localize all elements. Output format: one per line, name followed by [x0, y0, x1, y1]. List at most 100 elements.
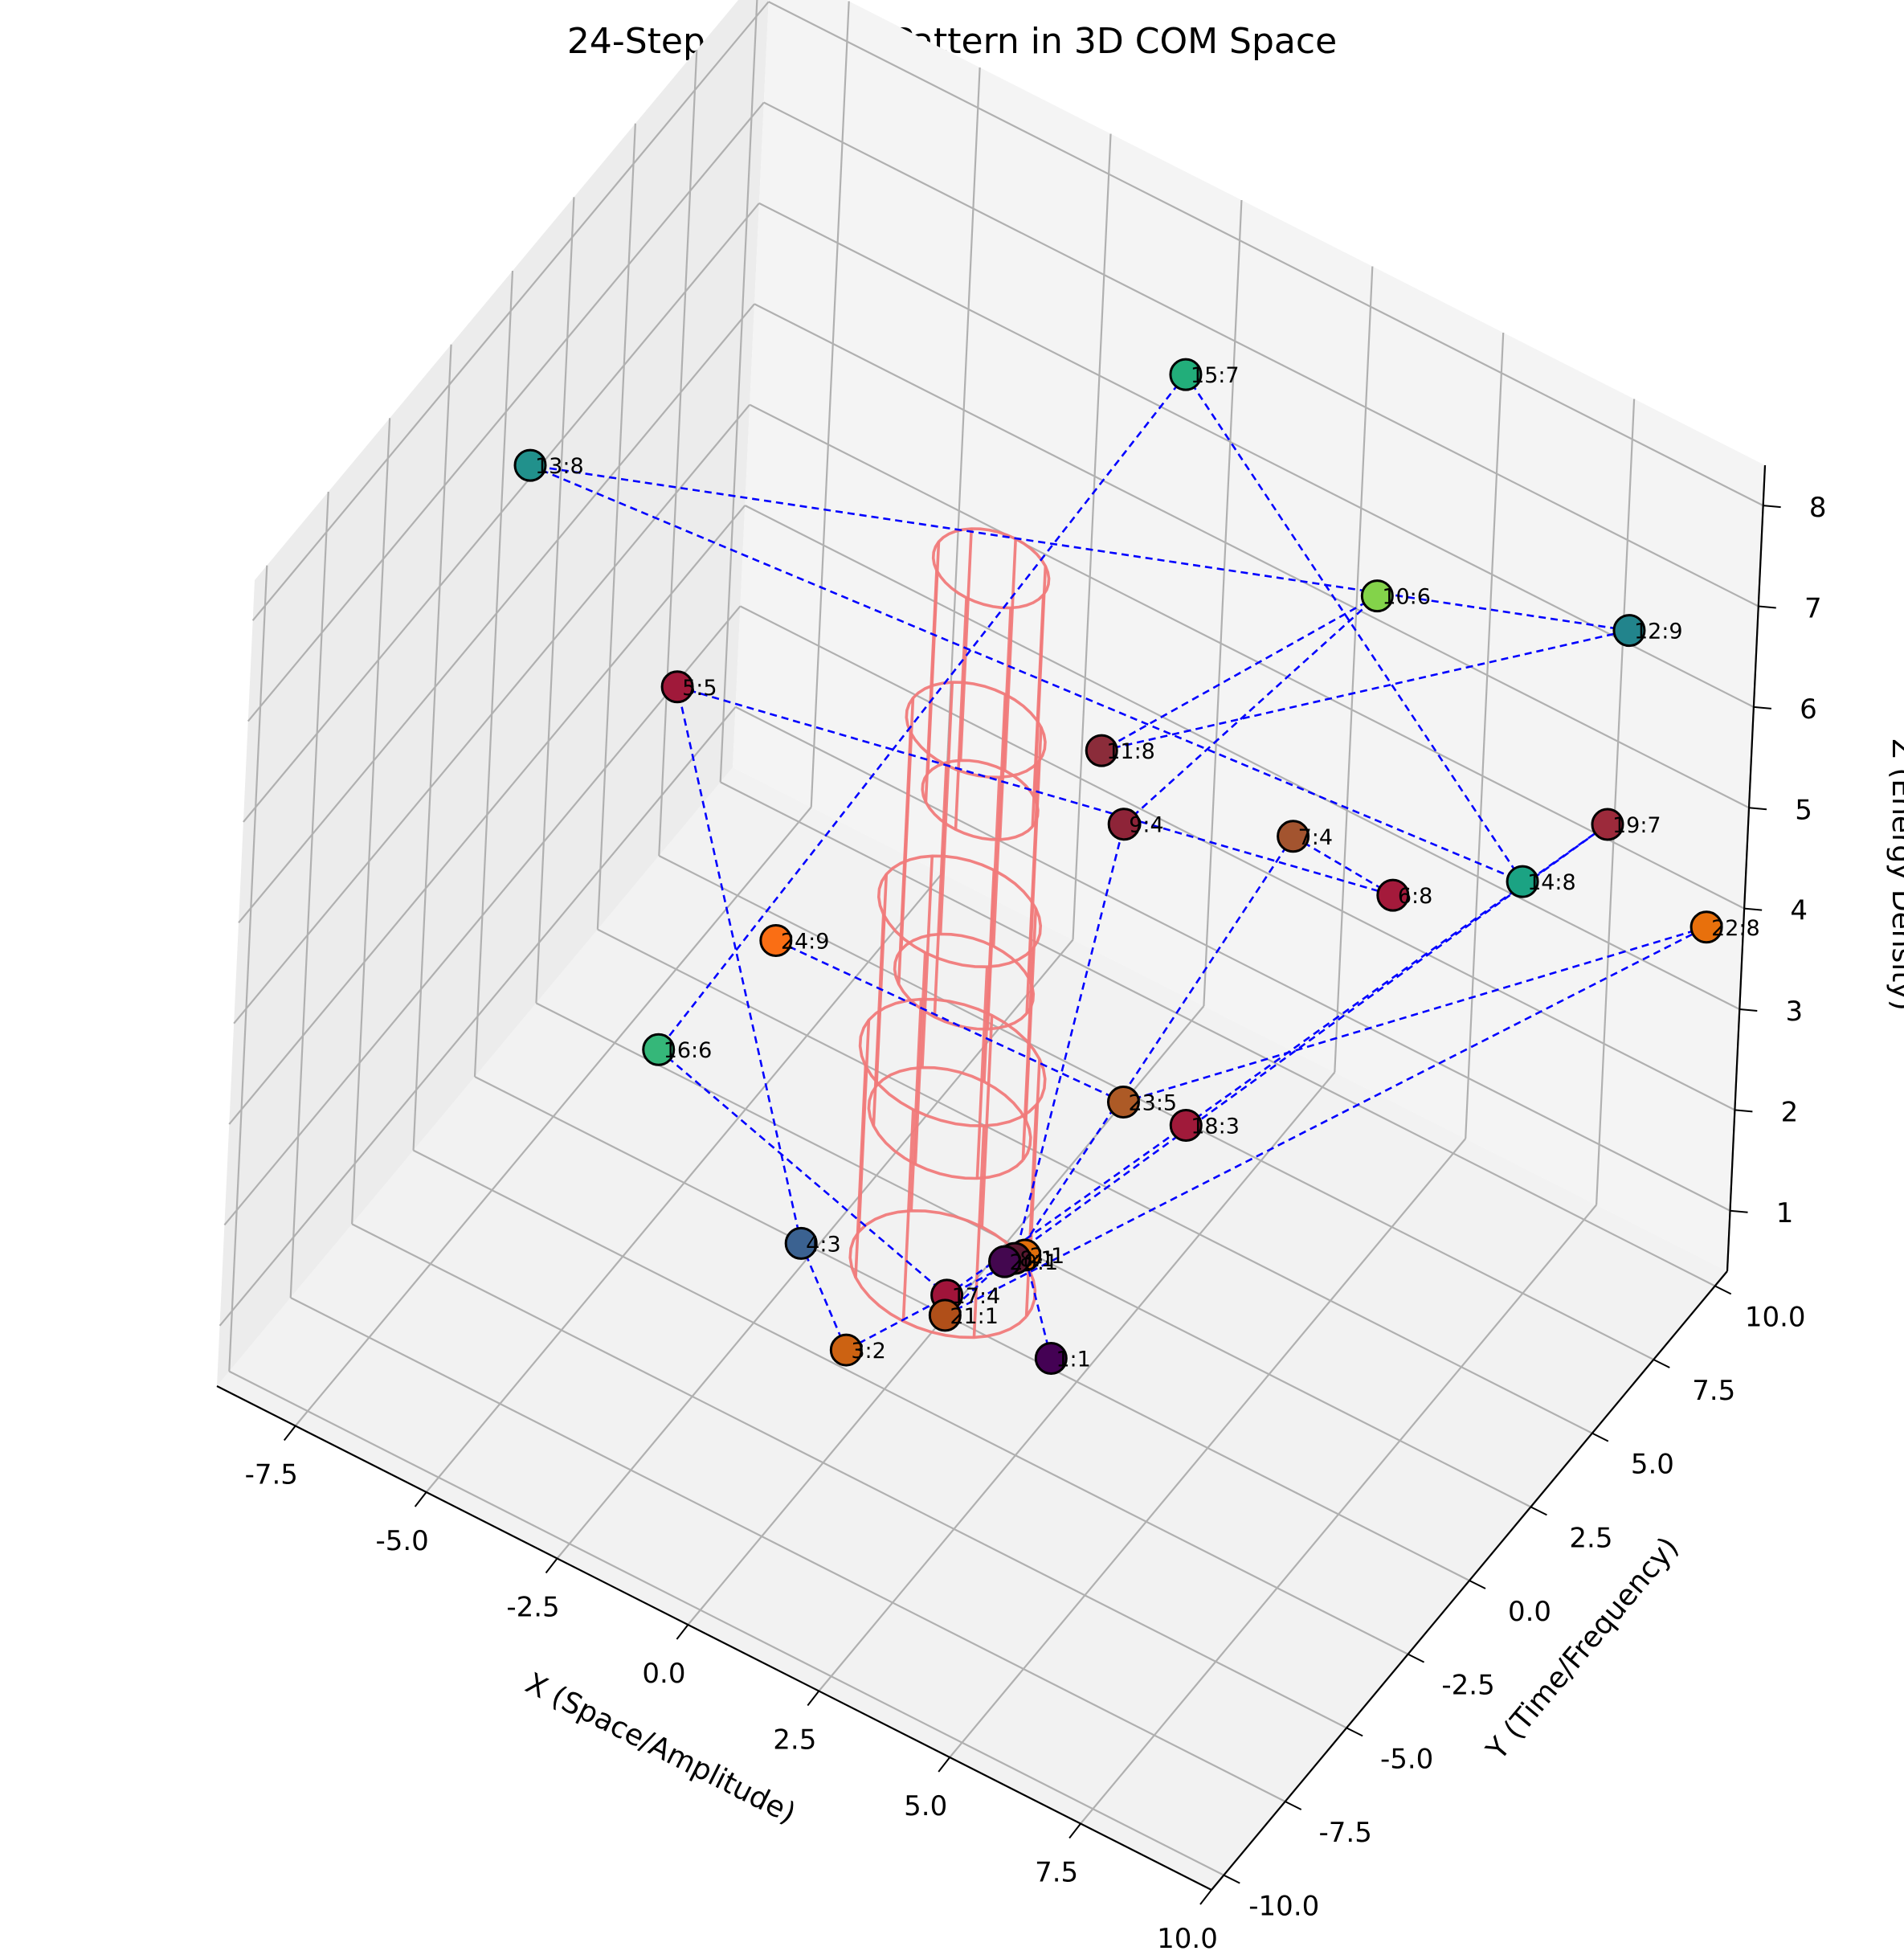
structure-ring — [876, 854, 1043, 969]
path-segment — [1184, 374, 1524, 882]
x-tick-label: 10.0 — [1157, 1923, 1218, 1955]
y-tick-label: -7.5 — [1319, 1817, 1372, 1849]
grid-line — [473, 270, 514, 1078]
z-tick-mark — [1753, 706, 1771, 710]
path-segment — [529, 464, 1523, 883]
x-tick-mark — [283, 1425, 296, 1442]
grid-line — [351, 1223, 1347, 1729]
point-label: 23:5 — [1128, 1091, 1177, 1116]
point-marker — [1085, 734, 1118, 767]
structure-strut — [872, 914, 885, 1127]
y-tick-mark — [1285, 1801, 1302, 1810]
structure-strut — [998, 607, 1012, 840]
x-tick-label: 2.5 — [773, 1724, 816, 1757]
grid-line — [247, 101, 765, 722]
y-tick-label: 5.0 — [1631, 1449, 1674, 1481]
grid-line — [768, 1, 1764, 507]
structure-strut — [913, 952, 927, 1164]
point-label: 24:9 — [781, 929, 830, 954]
structure-strut — [897, 732, 913, 984]
z-tick-mark — [1730, 1209, 1748, 1213]
z-tick-mark — [1734, 1109, 1753, 1113]
point-marker — [1034, 1341, 1068, 1375]
grid-line — [351, 418, 391, 1225]
point-marker — [1360, 579, 1394, 613]
y-tick-label: 7.5 — [1692, 1375, 1735, 1407]
point-label: 9:4 — [1129, 813, 1163, 838]
y-tick-label: 0.0 — [1508, 1596, 1551, 1628]
point-marker — [1506, 865, 1539, 898]
z-tick-mark — [1763, 505, 1781, 509]
grid-line — [474, 1076, 1470, 1581]
grid-line — [754, 303, 1750, 809]
grid-line — [658, 855, 1654, 1360]
fibonacci-path — [529, 374, 1707, 1359]
grid-line — [758, 202, 1755, 708]
point-label: 2:1 — [1030, 1244, 1064, 1269]
point-label: 5:5 — [682, 676, 717, 701]
point-marker — [1106, 1086, 1140, 1119]
structure-strut — [958, 528, 973, 761]
point-label: 11:8 — [1106, 739, 1155, 764]
x-tick-label: 5.0 — [904, 1790, 947, 1822]
path-segment — [1123, 595, 1379, 825]
point-label: 7:4 — [1298, 825, 1333, 850]
x-tick-label: 7.5 — [1035, 1857, 1078, 1889]
y-axis-label: Y (Time/Frequency) — [1480, 1531, 1685, 1767]
point-label: 1:1 — [1056, 1347, 1090, 1372]
point-label: 12:9 — [1634, 620, 1683, 644]
y-tick-mark — [1408, 1653, 1425, 1663]
grid-line — [412, 344, 452, 1151]
grid-line — [719, 0, 758, 783]
z-tick-label: 6 — [1800, 693, 1817, 726]
y-tick-mark — [1530, 1506, 1547, 1516]
grid-line — [289, 491, 329, 1299]
grid-line — [233, 403, 750, 1025]
point-label: 14:8 — [1527, 870, 1576, 895]
path-segment — [529, 464, 1630, 632]
y-tick-mark — [1223, 1874, 1240, 1884]
point-marker — [784, 1226, 818, 1260]
grid-line — [739, 605, 1735, 1111]
y-tick-label: -10.0 — [1248, 1891, 1319, 1923]
z-axis-line — [1726, 464, 1767, 1272]
y-tick-mark — [1469, 1580, 1486, 1589]
point-label: 17:4 — [952, 1284, 1001, 1309]
y-tick-label: 2.5 — [1569, 1522, 1612, 1554]
grid-line — [238, 303, 755, 923]
z-tick-mark — [1748, 807, 1767, 811]
path-segment — [1024, 1254, 1052, 1359]
back-pane — [733, 0, 1765, 1271]
structure-ring — [931, 527, 1051, 610]
z-axis-label: Z (Energy Density) — [1886, 738, 1904, 1011]
path-segment — [676, 686, 803, 1244]
structure-strut — [972, 1126, 986, 1338]
structure-strut — [980, 1015, 994, 1228]
x-tick-mark — [938, 1757, 950, 1773]
x-tick-label: 0.0 — [642, 1658, 685, 1690]
grid-line — [597, 928, 1593, 1434]
point-label: 8:1 — [1019, 1247, 1054, 1272]
x-tick-mark — [1068, 1822, 1081, 1839]
structure-strut — [854, 1065, 868, 1278]
z-tick-label: 5 — [1795, 794, 1812, 826]
z-tick-label: 1 — [1776, 1197, 1794, 1229]
grid-line — [228, 505, 746, 1125]
path-segment — [1013, 824, 1126, 1259]
grid-line — [219, 706, 737, 1327]
structure-strut — [1024, 908, 1038, 1120]
x-tick-mark — [545, 1557, 558, 1574]
fibonacci-points: 15:7 5:5 13:8 11:8 9:4 7:4 10:6 24:9 16:6 6:8 14:8… — [513, 358, 1760, 1375]
structure-strut — [938, 682, 954, 935]
point-label: 18:3 — [1191, 1114, 1240, 1139]
grid-line — [1465, 332, 1505, 1139]
point-marker — [513, 448, 547, 482]
grid-line — [658, 49, 698, 857]
path-segment — [946, 1124, 1187, 1296]
point-marker — [1169, 1108, 1203, 1142]
y-tick-mark — [1591, 1432, 1609, 1442]
structure-strut — [1028, 727, 1043, 980]
path-segment — [657, 1049, 948, 1296]
grid-line — [1072, 133, 1112, 940]
